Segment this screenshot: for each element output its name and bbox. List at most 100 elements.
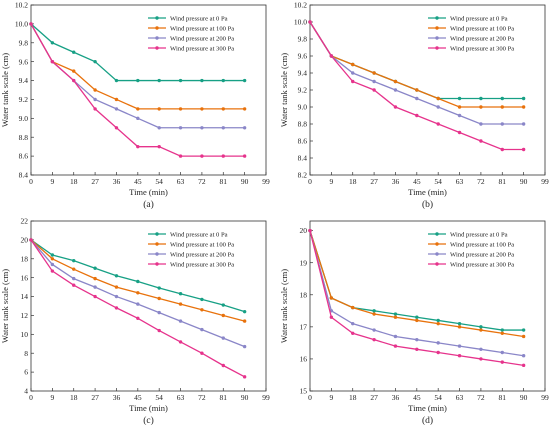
y-tick-label: 20: [21, 235, 29, 244]
data-point: [436, 96, 440, 101]
data-point: [93, 276, 97, 281]
y-tick-label: 15: [300, 387, 308, 396]
y-tick-label: 9.8: [19, 38, 29, 47]
data-point: [136, 279, 140, 284]
y-tick-label: 9.0: [19, 114, 29, 123]
data-point: [50, 257, 55, 261]
data-point: [521, 105, 526, 109]
data-point: [500, 122, 504, 126]
x-tick-label: 63: [177, 177, 185, 186]
data-point: [157, 126, 161, 130]
data-point: [415, 347, 419, 352]
data-point: [457, 321, 462, 326]
data-point: [200, 351, 204, 355]
panel-label: (c): [143, 415, 154, 426]
legend-marker-wp300: [435, 46, 439, 50]
data-point: [521, 147, 526, 152]
legend-marker-wp300: [435, 262, 439, 266]
y-tick-label: 9.6: [298, 52, 308, 61]
data-point: [72, 78, 76, 83]
legend-label-wp300: Wind pressure at 300 Pa: [170, 261, 234, 268]
x-tick-label: 45: [413, 177, 421, 186]
data-point: [436, 105, 440, 109]
x-tick-label: 18: [70, 177, 78, 186]
data-point: [436, 122, 440, 126]
data-point: [393, 88, 398, 92]
y-tick-label: 8.2: [298, 171, 308, 180]
data-point: [136, 291, 140, 295]
data-point: [114, 285, 119, 289]
data-point: [500, 350, 504, 355]
x-tick-label: 9: [329, 177, 333, 186]
data-point: [114, 107, 119, 111]
x-tick-label: 90: [520, 177, 528, 186]
data-point: [393, 344, 398, 348]
y-tick-label: 10.2: [294, 1, 307, 10]
data-point: [372, 88, 376, 92]
legend-marker-wp200: [155, 252, 159, 256]
x-tick-label: 54: [434, 393, 442, 402]
x-tick-label: 0: [308, 393, 312, 402]
y-tick-label: 10: [21, 330, 29, 339]
data-point: [200, 78, 204, 83]
data-point: [221, 336, 225, 340]
legend-marker-wp0: [435, 232, 439, 236]
data-point: [521, 328, 526, 332]
x-tick-label: 99: [541, 177, 549, 186]
data-point: [415, 88, 419, 92]
data-point: [372, 312, 376, 316]
legend-marker-wp0: [435, 16, 439, 20]
data-point: [178, 78, 183, 83]
data-point: [72, 258, 76, 263]
data-point: [479, 122, 483, 126]
data-point: [72, 283, 76, 287]
legend-label-wp200: Wind pressure at 200 Pa: [450, 35, 514, 42]
y-tick-label: 6: [24, 368, 28, 377]
x-tick-label: 63: [456, 177, 464, 186]
data-point: [221, 126, 225, 130]
y-tick-label: 9.6: [19, 57, 29, 66]
x-tick-label: 81: [220, 393, 228, 402]
data-point: [157, 107, 161, 111]
data-point: [157, 144, 161, 149]
plot-frame: [309, 220, 546, 392]
data-point: [372, 79, 376, 84]
y-tick-label: 22: [21, 217, 29, 226]
y-tick-label: 19: [300, 258, 308, 267]
chart-panel-2: 8.2 8.4 8.6 8.8 9.0 9.2 9.4 9.6 9.8 10.0 10.2 0 9 18 2…: [279, 1, 549, 210]
x-axis-title: Time (min): [408, 403, 447, 413]
data-point: [521, 354, 526, 358]
data-point: [479, 325, 483, 329]
data-point: [114, 306, 119, 310]
data-point: [50, 41, 55, 45]
x-tick-label: 0: [308, 177, 312, 186]
data-point: [50, 269, 55, 273]
data-point: [415, 315, 419, 319]
x-tick-label: 9: [50, 393, 54, 402]
series-wp300: [308, 20, 526, 152]
x-tick-label: 27: [91, 393, 99, 402]
data-point: [500, 328, 504, 332]
data-point: [521, 363, 526, 368]
y-tick-label: 10.0: [15, 19, 28, 28]
data-point: [221, 303, 225, 307]
series-wp300: [29, 22, 247, 158]
series-line-wp300: [30, 23, 245, 157]
data-point: [178, 292, 183, 296]
series-wp300: [29, 238, 247, 379]
data-point: [50, 262, 55, 267]
data-point: [479, 96, 483, 101]
legend-label-wp100: Wind pressure at 100 Pa: [170, 25, 234, 32]
data-point: [351, 305, 355, 310]
data-point: [136, 144, 140, 149]
legend-label-wp300: Wind pressure at 300 Pa: [450, 45, 514, 52]
data-point: [114, 78, 119, 83]
data-point: [93, 266, 97, 270]
data-point: [500, 96, 504, 101]
legend-marker-wp0: [155, 232, 159, 236]
data-point: [479, 105, 483, 109]
data-point: [242, 319, 247, 323]
x-tick-label: 81: [499, 177, 507, 186]
y-tick-label: 8.6: [298, 137, 308, 146]
